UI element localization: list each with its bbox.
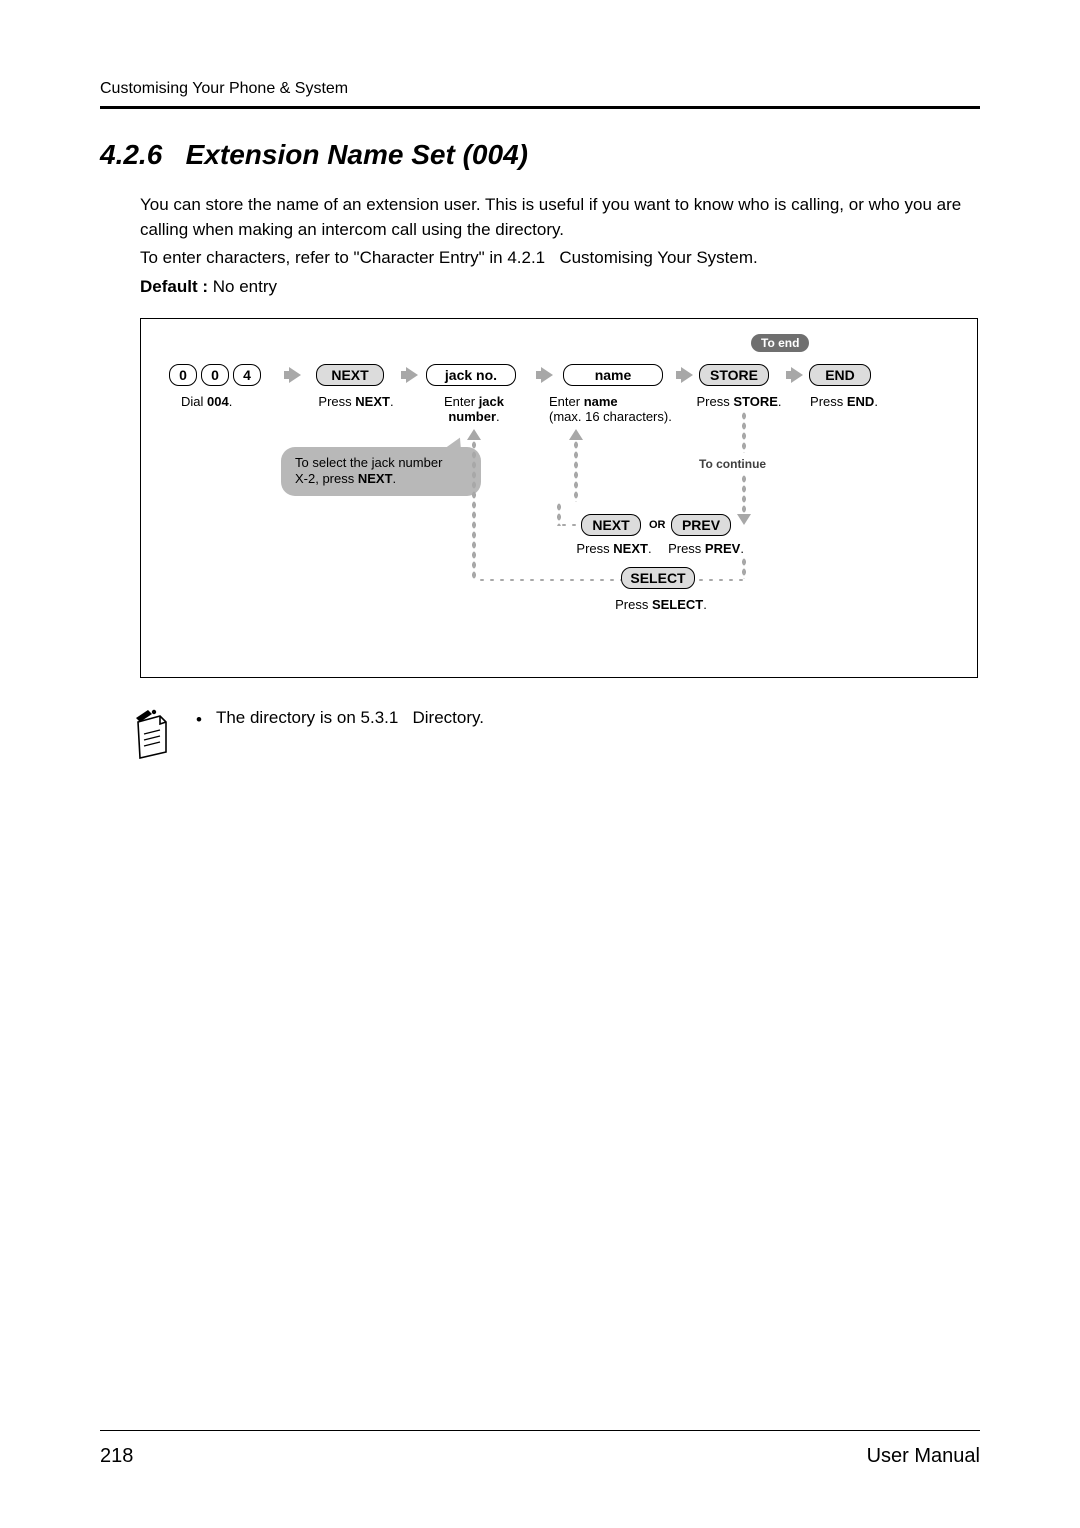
dots-name-vert (573, 440, 579, 502)
note-icon (130, 708, 178, 765)
callout-bubble: To select the jack number X-2, press NEX… (281, 447, 481, 497)
dots-jack-vert (471, 440, 477, 580)
callout-l1: To select the jack number (295, 455, 442, 470)
prev-b: PREV (705, 541, 740, 556)
next-button: NEXT (316, 364, 384, 386)
store-button: STORE (699, 364, 769, 386)
section-number: 4.2.6 (100, 139, 162, 170)
key-0b: 0 (201, 364, 229, 386)
intro-p2: To enter characters, refer to "Character… (140, 246, 980, 271)
arrow-5 (791, 367, 803, 383)
procedure-diagram: 0 0 4 NEXT jack no. name STORE END To en… (140, 318, 978, 678)
key-4: 4 (233, 364, 261, 386)
press-next-2: Press NEXT. (569, 541, 659, 556)
arrow-1 (289, 367, 301, 383)
press-store-label: Press STORE. (689, 394, 789, 409)
next-b2: NEXT (613, 541, 648, 556)
name-field: name (563, 364, 663, 386)
next-button-2: NEXT (581, 514, 641, 536)
intro-p1: You can store the name of an extension u… (140, 193, 980, 242)
name-b: name (584, 394, 618, 409)
note-line: The directory is on 5.3.1 Directory. (216, 708, 484, 732)
press-end-label: Press END. (799, 394, 889, 409)
press-1: Press (318, 394, 355, 409)
dots-elbow-v (556, 502, 562, 526)
callout-l2-pre: X-2, press (295, 471, 358, 486)
section-title: Extension Name Set (004) (186, 139, 528, 170)
arrow-up-jack (467, 429, 481, 440)
note-text: • The directory is on 5.3.1 Directory. (196, 708, 484, 732)
select-button: SELECT (621, 567, 695, 589)
dial-code: 004 (207, 394, 229, 409)
footer-rule (100, 1430, 980, 1431)
or-label: OR (649, 519, 666, 531)
dots-elbow-h (559, 522, 579, 528)
arrow-2 (406, 367, 418, 383)
default-label: Default : (140, 277, 208, 296)
dial-pre: Dial (181, 394, 207, 409)
prev-button: PREV (671, 514, 731, 536)
enter-1: Enter (444, 394, 479, 409)
key-0a: 0 (169, 364, 197, 386)
intro-default: Default : No entry (140, 275, 980, 300)
note-row: • The directory is on 5.3.1 Directory. (130, 708, 980, 765)
jack-b: jack (479, 394, 504, 409)
press-2: Press (696, 394, 733, 409)
dial-label: Dial 004. (181, 394, 271, 409)
arrow-4 (681, 367, 693, 383)
end-b: END (847, 394, 874, 409)
arrow-3 (541, 367, 553, 383)
enter-jack-label: Enter jacknumber. (429, 394, 519, 424)
section-heading: 4.2.6 Extension Name Set (004) (100, 139, 980, 171)
dots-sel-right-h (696, 577, 746, 583)
enter-name-label: Enter name(max. 16 characters). (549, 394, 699, 424)
store-b: STORE (733, 394, 778, 409)
dots-sel-right-v (741, 557, 747, 579)
max16: (max. 16 characters). (549, 409, 672, 424)
select-b: SELECT (652, 597, 703, 612)
note-post: Directory. (413, 708, 484, 727)
press-3: Press (810, 394, 847, 409)
next-1: NEXT (355, 394, 390, 409)
press-next-label: Press NEXT. (306, 394, 406, 409)
arrow-up-name (569, 429, 583, 440)
arrow-down-store (737, 514, 751, 525)
intro-p2-pre: To enter characters, refer to "Character… (140, 248, 545, 267)
enter-2: Enter (549, 394, 584, 409)
page-footer: 218 User Manual (100, 1430, 980, 1468)
to-continue-label: To continue (699, 457, 766, 471)
doc-title: User Manual (867, 1445, 980, 1468)
jackno-field: jack no. (426, 364, 516, 386)
note-pre: The directory is on 5.3.1 (216, 708, 398, 727)
header-breadcrumb: Customising Your Phone & System (100, 80, 980, 98)
press-5: Press (668, 541, 705, 556)
to-end-tag: To end (751, 334, 809, 352)
number-b: number (448, 409, 496, 424)
press-prev: Press PREV. (661, 541, 751, 556)
dots-store-down2 (741, 474, 747, 514)
bullet: • (196, 708, 202, 732)
press-select: Press SELECT. (606, 597, 716, 612)
callout-l2-b: NEXT (358, 471, 393, 486)
dots-store-down1 (741, 411, 747, 453)
default-value: No entry (213, 277, 277, 296)
dots-sel-left-h (477, 577, 621, 583)
page-number: 218 (100, 1445, 133, 1468)
end-button: END (809, 364, 871, 386)
header-rule (100, 106, 980, 109)
press-6: Press (615, 597, 652, 612)
intro-p2-post: Customising Your System. (559, 248, 757, 267)
press-4: Press (576, 541, 613, 556)
